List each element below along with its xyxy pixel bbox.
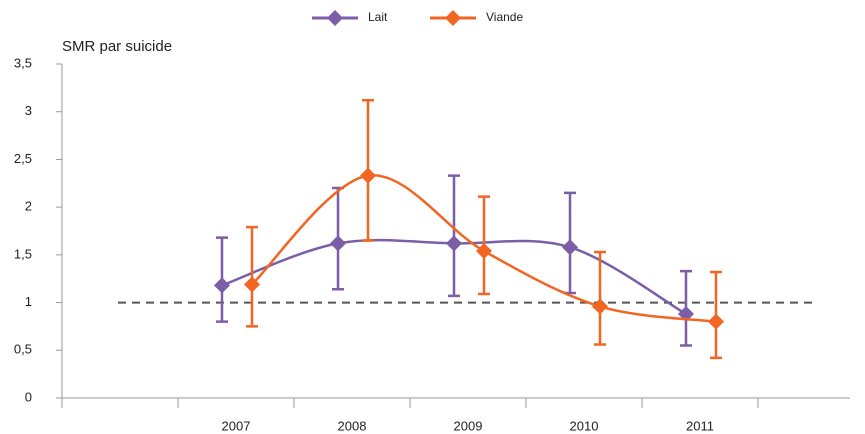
point (708, 313, 724, 330)
point (476, 243, 492, 260)
legend-marker (327, 10, 343, 26)
point (330, 235, 346, 252)
y-tick-label: 3,5 (14, 55, 32, 70)
y-tick-label: 2,5 (14, 151, 32, 166)
point (562, 239, 578, 256)
point (592, 298, 608, 315)
y-tick-label: 2 (25, 199, 32, 214)
x-tick-label: 2009 (454, 418, 483, 433)
x-tick-label: 2011 (686, 418, 714, 433)
y-tick-label: 3 (25, 103, 32, 118)
x-tick-label: 2007 (222, 418, 251, 433)
x-tick-label: 2010 (570, 418, 599, 433)
error-bar (594, 250, 606, 346)
y-tick-label: 1 (25, 294, 32, 309)
x-tick-label: 2008 (338, 418, 367, 433)
point (446, 235, 462, 252)
y-tick-label: 0,5 (14, 342, 32, 357)
legend-label: Viande (486, 10, 523, 24)
y-tick-label: 0 (25, 389, 32, 404)
point (214, 277, 230, 294)
y-axis-title: SMR par suicide (62, 38, 172, 55)
y-tick-label: 1,5 (14, 246, 32, 261)
legend-label: Lait (368, 10, 388, 24)
legend-marker (445, 10, 461, 26)
point (360, 167, 376, 184)
point (244, 276, 260, 293)
